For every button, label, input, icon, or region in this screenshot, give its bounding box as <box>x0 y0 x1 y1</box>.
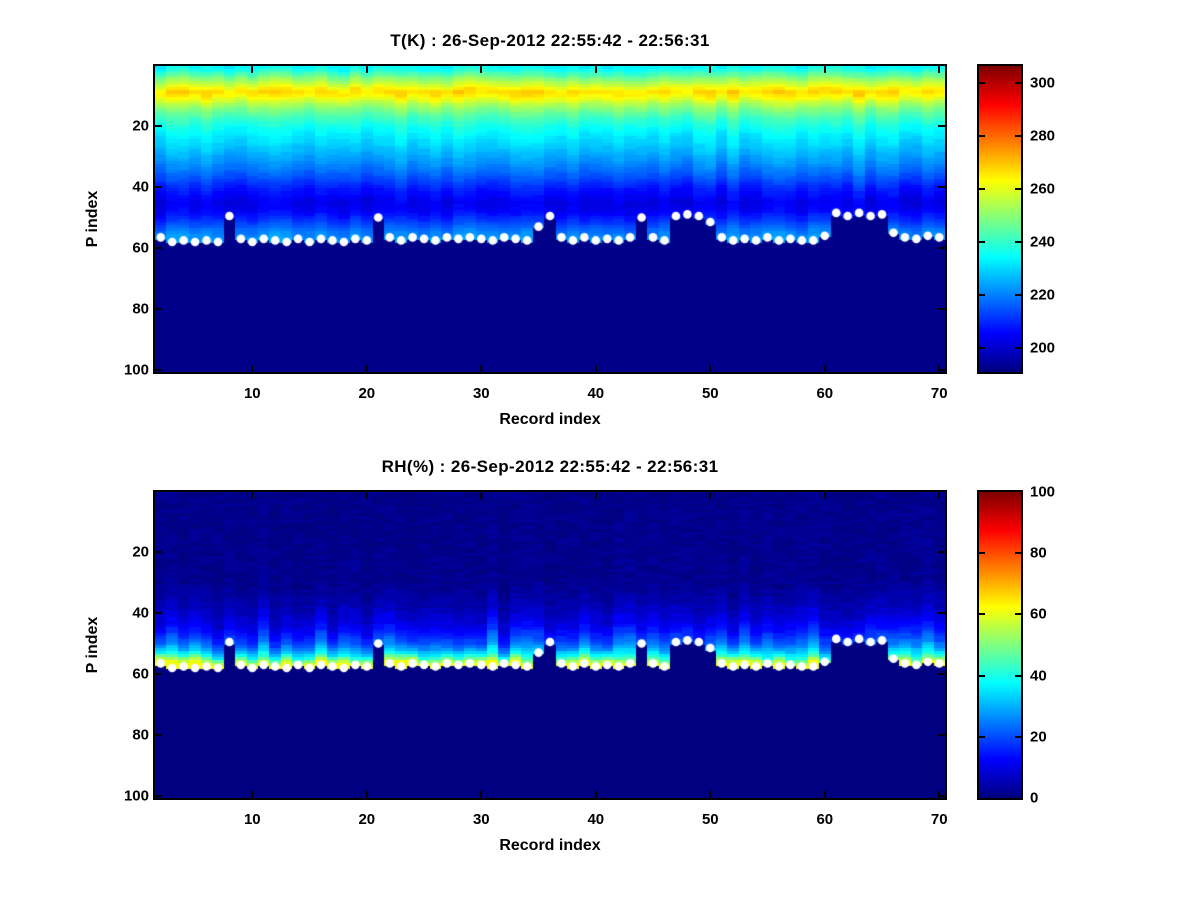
humidity-colorbar-canvas <box>979 492 1021 798</box>
colorbar-tick-label: 0 <box>1030 789 1039 807</box>
humidity-x-axis-label: Record index <box>499 837 601 854</box>
y-tick-label: 40 <box>132 178 149 196</box>
humidity-title: RH(%) : 26-Sep-2012 22:55:42 - 22:56:31 <box>381 457 719 476</box>
y-tick-label: 60 <box>132 665 149 683</box>
x-tick-label: 50 <box>701 385 719 402</box>
x-tick-label: 10 <box>243 811 261 828</box>
x-tick-label: 40 <box>587 385 605 402</box>
humidity-heatmap-canvas <box>155 492 945 798</box>
temperature-colorbar-canvas <box>979 66 1021 372</box>
colorbar-tick-label: 40 <box>1030 667 1047 685</box>
colorbar-tick-label: 300 <box>1030 74 1056 92</box>
x-tick-label: 60 <box>816 811 834 828</box>
colorbar-tick-label: 280 <box>1030 127 1056 145</box>
temperature-x-axis-label: Record index <box>499 411 601 428</box>
x-tick-label: 70 <box>930 385 948 402</box>
colorbar-tick-label: 200 <box>1030 339 1056 357</box>
colorbar-tick-label: 20 <box>1030 728 1047 746</box>
colorbar-tick-label: 220 <box>1030 286 1056 304</box>
y-tick-label: 80 <box>132 300 149 318</box>
colorbar-tick-label: 60 <box>1030 605 1047 623</box>
y-tick-label: 20 <box>132 117 149 135</box>
temperature-heatmap-canvas <box>155 66 945 372</box>
humidity-y-axis-label: P index <box>84 616 101 674</box>
temperature-y-axis-label: P index <box>84 190 101 248</box>
y-tick-label: 20 <box>132 543 149 561</box>
x-tick-label: 40 <box>587 811 605 828</box>
x-tick-label: 70 <box>930 811 948 828</box>
y-tick-label: 100 <box>123 361 149 379</box>
colorbar-tick-label: 100 <box>1030 483 1056 501</box>
y-tick-label: 100 <box>123 787 149 805</box>
y-tick-label: 80 <box>132 726 149 744</box>
y-tick-label: 60 <box>132 239 149 257</box>
colorbar-tick-label: 80 <box>1030 544 1047 562</box>
colorbar-tick-label: 240 <box>1030 233 1056 251</box>
y-tick-label: 40 <box>132 604 149 622</box>
x-tick-label: 50 <box>701 811 719 828</box>
colorbar-tick-label: 260 <box>1030 180 1056 198</box>
temperature-title: T(K) : 26-Sep-2012 22:55:42 - 22:56:31 <box>390 31 710 50</box>
x-tick-label: 20 <box>358 811 376 828</box>
x-tick-label: 10 <box>243 385 261 402</box>
x-tick-label: 20 <box>358 385 376 402</box>
x-tick-label: 30 <box>472 385 490 402</box>
x-tick-label: 30 <box>472 811 490 828</box>
x-tick-label: 60 <box>816 385 834 402</box>
